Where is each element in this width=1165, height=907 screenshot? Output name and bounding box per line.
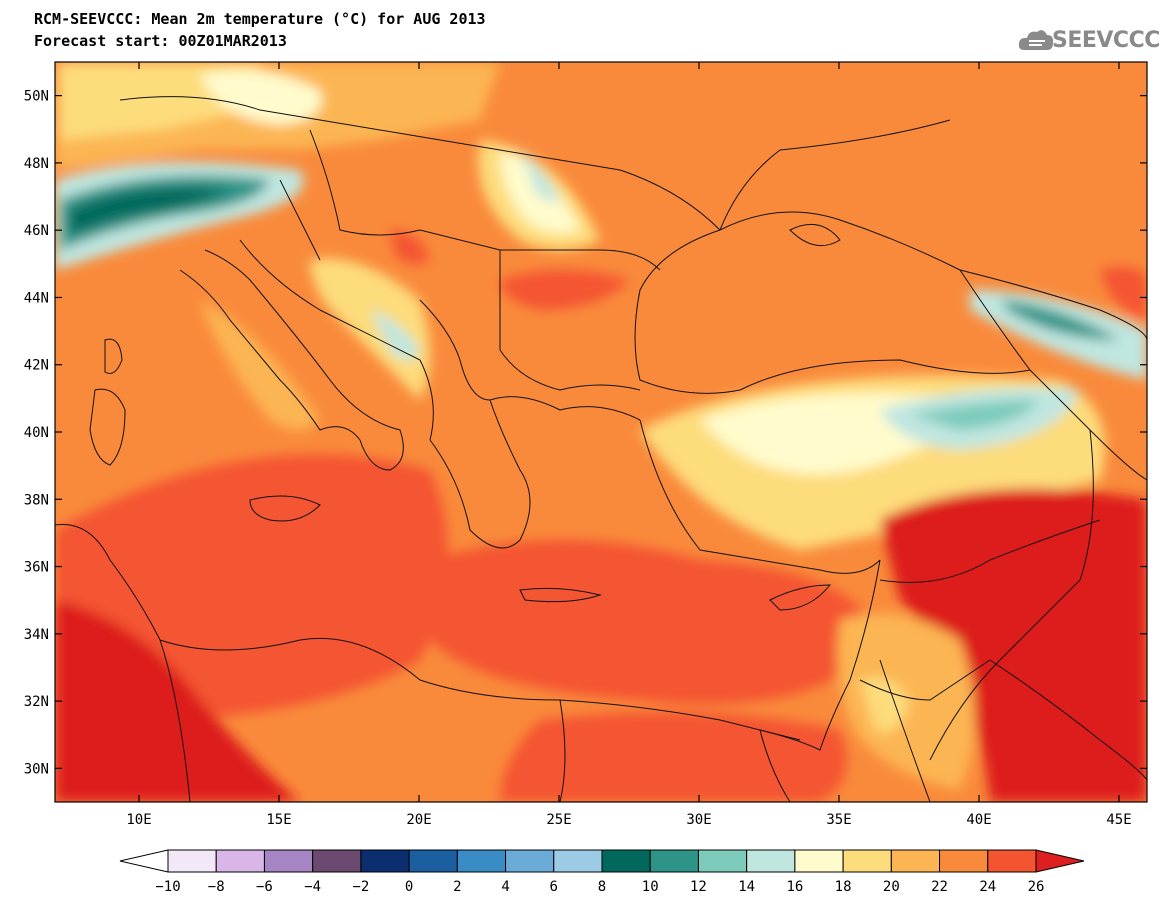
colorbar-swatch	[456, 849, 507, 873]
lat-tick-label: 46N	[24, 223, 49, 239]
colorbar-label: 6	[550, 879, 558, 895]
colorbar-label: −4	[304, 879, 321, 895]
colorbar-swatch	[408, 849, 458, 873]
longitude-axis: 10E 15E 20E 25E 30E 35E 40E 45E	[126, 62, 1132, 828]
colorbar-swatch	[794, 849, 844, 873]
lat-tick-label: 34N	[24, 627, 49, 643]
colorbar-swatch	[312, 849, 362, 873]
cloud-icon	[1018, 30, 1054, 50]
coastlines-and-borders	[55, 96, 1147, 802]
lat-tick-label: 40N	[24, 425, 49, 441]
colorbar: −10 −8 −6 −4 −2 0 2 4 6 8 10 12 14 16 18 20 22 24 26	[119, 849, 1085, 895]
colorbar-swatch	[263, 849, 314, 873]
colorbar-label: 24	[979, 879, 996, 895]
colorbar-swatch	[601, 849, 651, 873]
lon-tick-label: 45E	[1106, 812, 1131, 828]
colorbar-swatch	[360, 849, 410, 873]
map-title: RCM-SEEVCCC: Mean 2m temperature (°C) fo…	[34, 10, 486, 28]
colorbar-swatch	[697, 849, 748, 873]
colorbar-swatch	[649, 849, 699, 873]
temperature-field	[55, 62, 1147, 802]
colorbar-label: 8	[598, 879, 606, 895]
colorbar-label: 26	[1028, 879, 1045, 895]
lon-tick-label: 15E	[266, 812, 291, 828]
colorbar-over-arrow	[1035, 849, 1085, 873]
lat-tick-label: 44N	[24, 290, 49, 306]
colorbar-swatch	[746, 849, 796, 873]
lon-tick-label: 10E	[126, 812, 151, 828]
lat-tick-label: 36N	[24, 560, 49, 576]
colorbar-label: −2	[352, 879, 369, 895]
colorbar-swatch	[842, 849, 892, 873]
lon-tick-label: 20E	[406, 812, 431, 828]
colorbar-label: 4	[501, 879, 509, 895]
colorbar-swatch	[167, 849, 217, 873]
lon-tick-label: 40E	[966, 812, 991, 828]
lat-tick-label: 42N	[24, 358, 49, 374]
colorbar-label: 20	[883, 879, 900, 895]
lon-tick-label: 30E	[686, 812, 711, 828]
colorbar-swatch	[553, 849, 603, 873]
lat-tick-label: 50N	[24, 89, 49, 105]
colorbar-label: 0	[405, 879, 413, 895]
colorbar-label: 18	[835, 879, 852, 895]
colorbar-label: 2	[453, 879, 461, 895]
latitude-axis: 50N 48N 46N 44N 42N 40N 38N 36N 34N 32N 30N	[24, 89, 1147, 777]
colorbar-swatch	[987, 849, 1037, 873]
colorbar-swatch	[939, 849, 989, 873]
lat-tick-label: 38N	[24, 492, 49, 508]
colorbar-label: −6	[256, 879, 273, 895]
lon-tick-label: 25E	[546, 812, 571, 828]
colorbar-label: 14	[738, 879, 755, 895]
forecast-start-label: Forecast start: 00Z01MAR2013	[34, 32, 287, 50]
colorbar-label: −8	[208, 879, 225, 895]
colorbar-label: 22	[931, 879, 948, 895]
colorbar-under-arrow	[119, 849, 169, 873]
lon-tick-label: 35E	[826, 812, 851, 828]
colorbar-swatch	[505, 849, 555, 873]
colorbar-swatch	[890, 849, 941, 873]
seevccc-logo: SEEVCCC	[1052, 28, 1160, 53]
lat-tick-label: 48N	[24, 156, 49, 172]
lat-tick-label: 32N	[24, 694, 49, 710]
colorbar-label: −10	[155, 879, 180, 895]
colorbar-swatch	[215, 849, 265, 873]
colorbar-label: 16	[786, 879, 803, 895]
colorbar-label: 12	[690, 879, 707, 895]
colorbar-label: 10	[642, 879, 659, 895]
lat-tick-label: 30N	[24, 761, 49, 777]
